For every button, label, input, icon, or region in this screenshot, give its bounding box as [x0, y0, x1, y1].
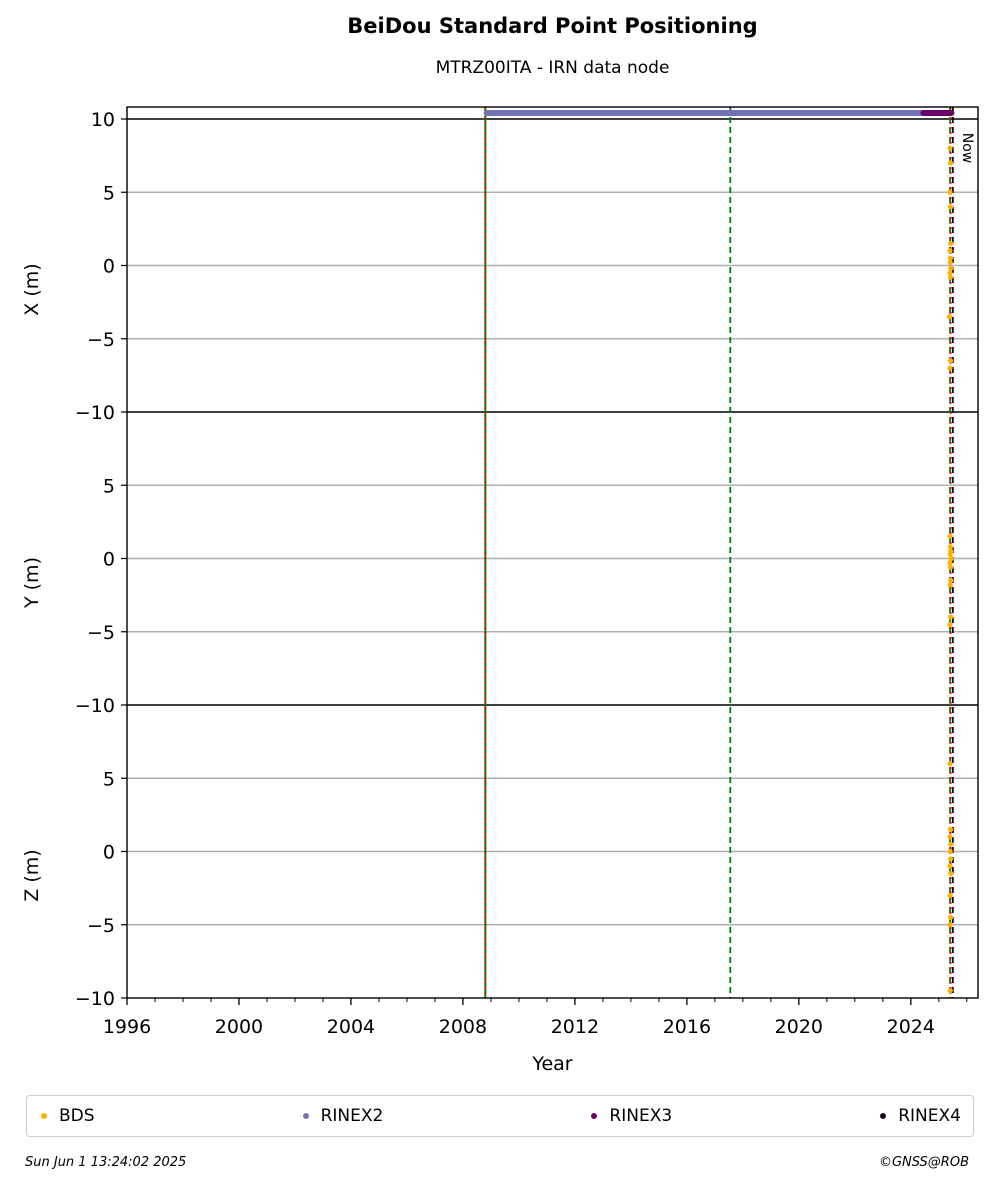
bds-point [947, 560, 953, 566]
y-tick-label: −5 [87, 915, 115, 937]
legend-marker-bds [41, 1113, 47, 1119]
bds-point [948, 870, 954, 877]
bds-point [947, 892, 953, 899]
legend-label-rinex3: RINEX3 [609, 1106, 673, 1126]
x-tick-label: 1996 [103, 1016, 151, 1038]
bds-point [947, 358, 954, 364]
bds-point [947, 922, 953, 928]
y-axis-label: X (m) [21, 263, 43, 315]
y-tick-label: 0 [103, 842, 115, 864]
bds-point [947, 863, 953, 869]
bds-point [947, 145, 953, 151]
bds-point [948, 577, 954, 584]
bds-point [947, 544, 954, 550]
y-tick-label: 5 [103, 768, 115, 790]
bds-point [947, 533, 953, 540]
x-axis-label: Year [531, 1053, 572, 1075]
bds-point [947, 204, 954, 210]
chart-title: BeiDou Standard Point Positioning [347, 14, 758, 38]
bds-point [947, 856, 954, 862]
now-label: Now [959, 133, 975, 164]
y-axis-label: Z (m) [21, 849, 43, 901]
legend-item-rinex4: RINEX4 [880, 1106, 961, 1126]
bds-point [947, 834, 953, 840]
y-tick-label: −10 [75, 402, 115, 424]
x-tick-label: 2016 [663, 1016, 711, 1038]
legend-marker-rinex3 [591, 1113, 598, 1119]
footer-credit: ©GNSS@ROB [878, 1155, 969, 1170]
bds-point [947, 614, 954, 620]
bds-point [947, 248, 953, 254]
bds-point [947, 189, 953, 195]
chart-legend: BDS RINEX2 RINEX3 RINEX4 [26, 1095, 974, 1137]
y-tick-label: −5 [87, 329, 115, 351]
bds-point [947, 988, 953, 994]
bds-point [948, 265, 954, 272]
footer-timestamp: Sun Jun 1 13:24:02 2025 [25, 1155, 187, 1170]
bds-point [947, 274, 954, 280]
bds-point [947, 564, 954, 570]
y-tick-label: −10 [75, 988, 115, 1010]
y-tick-label: −10 [75, 695, 115, 717]
y-tick-label: 5 [103, 182, 115, 204]
bds-point [947, 582, 953, 588]
legend-marker-rinex2 [302, 1113, 309, 1119]
chart-subtitle: MTRZ00ITA - IRN data node [435, 58, 670, 78]
x-tick-label: 2020 [775, 1016, 823, 1038]
y-tick-label: −5 [87, 622, 115, 644]
bds-point [947, 848, 953, 855]
bds-point [948, 841, 954, 847]
legend-label-rinex2: RINEX2 [320, 1106, 384, 1126]
legend-item-bds: BDS [41, 1106, 95, 1126]
legend-item-rinex3: RINEX3 [591, 1106, 672, 1126]
bds-point [947, 914, 954, 921]
legend-label-bds: BDS [59, 1106, 95, 1126]
bds-point [947, 270, 953, 276]
bds-point [947, 160, 954, 166]
y-axis-label: Y (m) [21, 557, 43, 609]
y-tick-label: 0 [103, 549, 115, 571]
legend-marker-rinex4 [880, 1113, 887, 1119]
chart-svg: Now 10 5 0 −5 X (m) −10 5 0 −5 Y (m) −10 5 0 −5 −10 Z (m… [21, 106, 979, 1075]
legend-item-rinex2: RINEX2 [302, 1106, 384, 1126]
x-tick-label: 2000 [215, 1016, 263, 1038]
y-tick-label: 5 [103, 475, 115, 497]
bds-point [948, 240, 954, 247]
bds-point [947, 826, 954, 833]
y-tick-label: 10 [91, 109, 115, 131]
bds-point [947, 365, 953, 371]
x-tick-label: 2012 [551, 1016, 599, 1038]
x-tick-label: 2004 [327, 1016, 375, 1038]
x-tick-label: 2024 [887, 1016, 935, 1038]
bds-point [947, 255, 954, 261]
y-tick-label: 0 [103, 256, 115, 278]
bds-point [946, 314, 953, 320]
bds-point [947, 551, 953, 557]
bds-point [948, 555, 954, 562]
bds-point [947, 761, 953, 767]
legend-label-rinex4: RINEX4 [898, 1106, 961, 1126]
bds-point [947, 259, 953, 266]
x-tick-label: 2008 [439, 1016, 487, 1038]
bds-point [947, 621, 953, 628]
plot-frame [126, 106, 979, 999]
